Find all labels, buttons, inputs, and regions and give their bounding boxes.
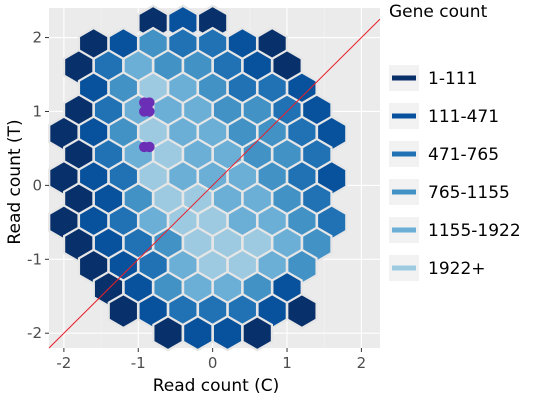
x-tick-label: -1: [131, 354, 146, 372]
hex-bin: [152, 315, 184, 352]
y-tick-label: -2: [27, 324, 42, 342]
reference-line: [48, 18, 381, 349]
legend: 1-111 111-471 471-765 765-1155 1155-1922 1922…: [389, 65, 521, 281]
x-tick-label: 0: [208, 354, 218, 372]
x-axis-ticks: -2 -1 0 1 2: [56, 348, 366, 372]
legend-label: 765-1155: [428, 183, 510, 203]
y-tick-label: 0: [32, 176, 42, 194]
legend-title: Gene count: [389, 2, 488, 22]
hex-bin: [107, 292, 140, 330]
y-tick-label: -1: [27, 250, 42, 268]
legend-label: 1922+: [428, 259, 486, 279]
y-axis-title: Read count (T): [5, 119, 25, 244]
highlight-point: [144, 106, 155, 117]
x-tick-label: 1: [282, 354, 292, 372]
hex-bin: [182, 315, 214, 352]
legend-label: 1155-1922: [428, 221, 521, 241]
hex-bin: [286, 292, 318, 330]
x-axis-title: Read count (C): [153, 376, 280, 396]
diagonal-line: [48, 18, 381, 349]
hex-bin: [241, 315, 274, 352]
legend-label: 111-471: [428, 107, 499, 127]
highlight-point: [144, 141, 155, 153]
hex-bin: [211, 315, 244, 352]
y-tick-label: 1: [32, 102, 42, 120]
legend-label: 1-111: [428, 69, 477, 89]
legend-label: 471-765: [428, 145, 499, 165]
x-tick-label: -2: [56, 354, 71, 372]
highlight-point: [144, 97, 155, 108]
y-axis-ticks: -2 -1 0 1 2: [27, 29, 49, 342]
y-tick-label: 2: [32, 29, 42, 47]
highlight-points: [139, 97, 155, 153]
x-tick-label: 2: [357, 354, 367, 372]
hex-bins: [48, 4, 348, 352]
